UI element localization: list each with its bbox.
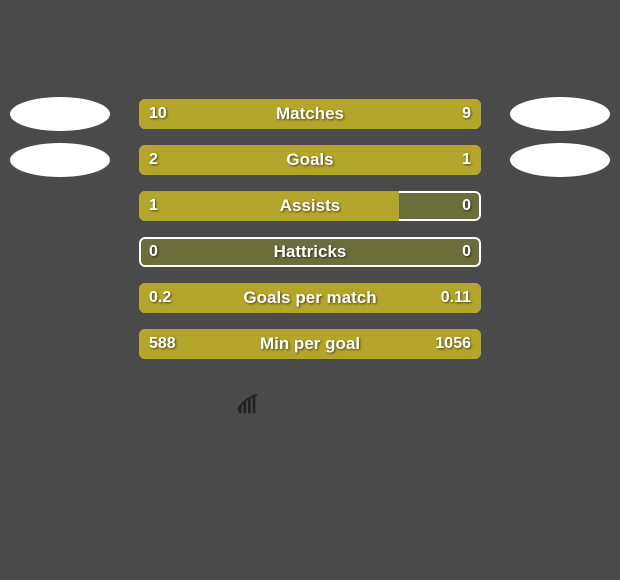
stat-row: Matches109 xyxy=(0,99,620,129)
bar-fill-left xyxy=(139,99,319,129)
stat-bar: Matches109 xyxy=(139,99,481,129)
comparison-chart: Matches109 Goals21 Assists10 Hattricks00 Goa… xyxy=(0,99,620,375)
bar-fill-left xyxy=(139,283,360,313)
player2-avatar xyxy=(510,97,610,131)
bar-fill-left xyxy=(139,145,367,175)
player1-avatar xyxy=(10,97,110,131)
stat-row: Min per goal5881056 xyxy=(0,329,620,359)
player2-avatar xyxy=(510,143,610,177)
stat-bar: Min per goal5881056 xyxy=(139,329,481,359)
stat-row: Goals per match0.20.11 xyxy=(0,283,620,313)
stat-row: Hattricks00 xyxy=(0,237,620,267)
bar-track xyxy=(139,237,481,267)
stat-row: Assists10 xyxy=(0,191,620,221)
chart-bars-icon xyxy=(237,393,259,415)
stat-bar: Goals per match0.20.11 xyxy=(139,283,481,313)
stat-bar: Assists10 xyxy=(139,191,481,221)
bar-fill-right xyxy=(360,283,481,313)
bar-fill-left xyxy=(139,191,399,221)
player1-avatar xyxy=(10,143,110,177)
comparison-card: Nyoni vs K. Wilson Club competitions, Se… xyxy=(0,0,620,580)
bar-fill-right xyxy=(242,329,481,359)
stat-row: Goals21 xyxy=(0,145,620,175)
stat-bar: Goals21 xyxy=(139,145,481,175)
bar-fill-right xyxy=(319,99,481,129)
bar-fill-left xyxy=(139,329,242,359)
stat-bar: Hattricks00 xyxy=(139,237,481,267)
bar-fill-right xyxy=(367,145,481,175)
